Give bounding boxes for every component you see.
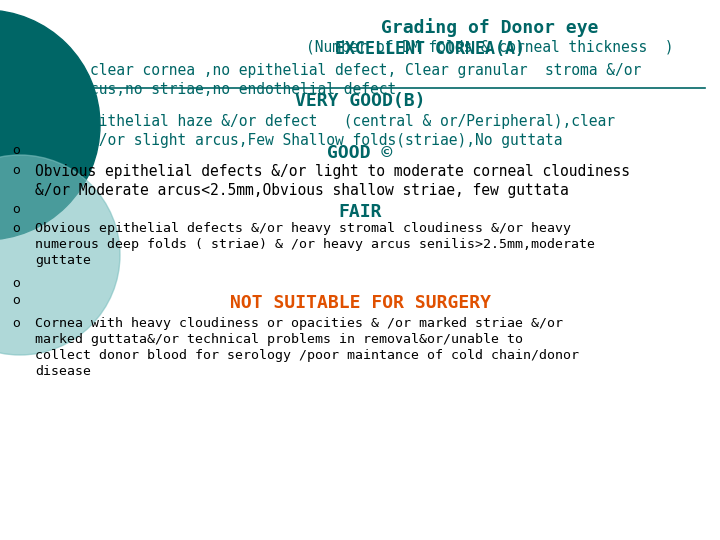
- Text: Obvious epithelial defects &/or light to moderate corneal cloudiness
&/or Modera: Obvious epithelial defects &/or light to…: [35, 164, 630, 198]
- Text: o: o: [12, 203, 19, 216]
- Text: o: o: [12, 277, 19, 290]
- Text: (Number of DM folds & corneal thickness  ): (Number of DM folds & corneal thickness …: [306, 40, 674, 55]
- Text: Obvious epithelial defects &/or heavy stromal cloudiness &/or heavy
numerous dee: Obvious epithelial defects &/or heavy st…: [35, 222, 595, 267]
- Text: o: o: [12, 294, 19, 307]
- Text: o: o: [12, 317, 19, 330]
- Text: GOOD ©: GOOD ©: [328, 144, 392, 162]
- Text: NOT SUITABLE FOR SURGERY: NOT SUITABLE FOR SURGERY: [230, 294, 490, 312]
- Text: o: o: [12, 164, 19, 177]
- Text: Cornea with heavy cloudiness or opacities & /or marked striae &/or
marked guttat: Cornea with heavy cloudiness or opacitie…: [35, 317, 579, 378]
- Text: o: o: [12, 222, 19, 235]
- Text: EXCELLENT CORNEA(A): EXCELLENT CORNEA(A): [335, 40, 525, 58]
- Circle shape: [0, 155, 120, 355]
- Text: Slight epithelial haze &/or defect   (central & or/Peripheral),clear
stroma ,&/o: Slight epithelial haze &/or defect (cent…: [20, 114, 615, 147]
- Text: Crystal clear cornea ,no epithelial defect, Clear granular  stroma &/or
light ar: Crystal clear cornea ,no epithelial defe…: [20, 63, 642, 97]
- Text: o: o: [12, 144, 19, 157]
- Text: Grading of Donor eye: Grading of Donor eye: [382, 18, 599, 37]
- Circle shape: [0, 10, 100, 240]
- Text: VERY GOOD(B): VERY GOOD(B): [294, 92, 426, 110]
- Text: FAIR: FAIR: [338, 203, 382, 221]
